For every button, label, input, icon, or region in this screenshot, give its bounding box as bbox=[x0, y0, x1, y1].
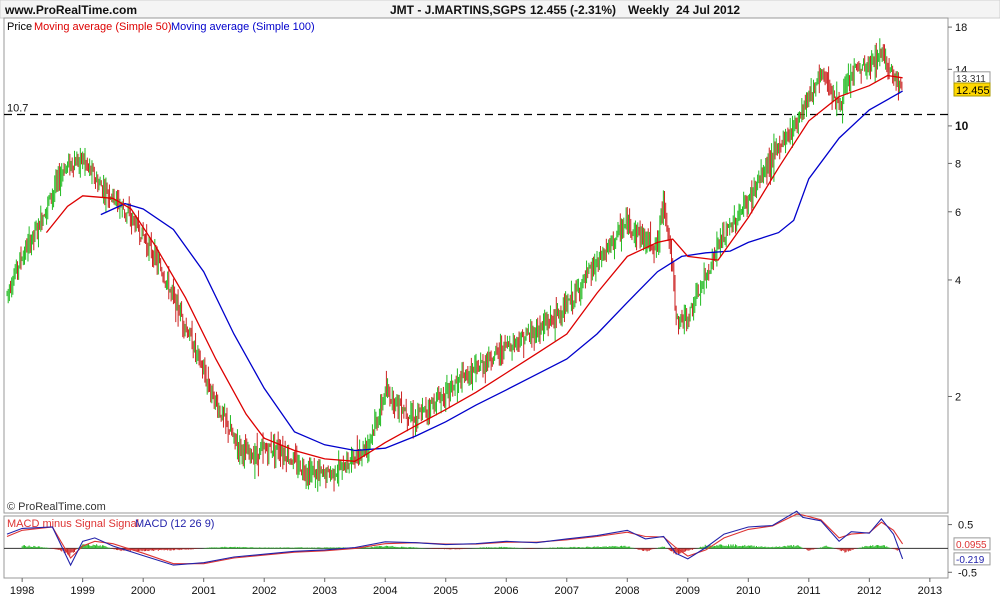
y-tick-label: 2 bbox=[955, 391, 961, 403]
x-tick-label: 2002 bbox=[252, 585, 276, 597]
legend-price: Price bbox=[7, 21, 32, 33]
legend-macd: MACD (12 26 9) bbox=[135, 518, 214, 530]
x-tick-label: 2010 bbox=[736, 585, 760, 597]
macd-line bbox=[6, 510, 904, 567]
macd-value-badge bbox=[953, 552, 991, 566]
x-tick-label: 2003 bbox=[312, 585, 336, 597]
price-panel bbox=[3, 17, 949, 514]
date-label: 24 Jul 2012 bbox=[676, 3, 740, 17]
y-tick-label: 4 bbox=[955, 275, 961, 287]
sma50-line bbox=[45, 74, 903, 462]
x-tick-label: 2005 bbox=[434, 585, 458, 597]
sma100-line bbox=[100, 90, 903, 452]
last-price-label: 12.455 bbox=[956, 85, 990, 97]
period-label: Weekly bbox=[628, 3, 669, 17]
legend-macd-hist: MACD minus Signal Signal bbox=[7, 518, 139, 530]
y-tick-label: 6 bbox=[955, 207, 961, 219]
macd-y-tick-label: -0.5 bbox=[958, 567, 977, 579]
x-tick-label: 2001 bbox=[191, 585, 215, 597]
y-tick-label: 18 bbox=[955, 22, 967, 34]
x-tick-label: 2000 bbox=[131, 585, 155, 597]
x-tick-label: 2007 bbox=[555, 585, 579, 597]
last-price-badge bbox=[953, 82, 991, 97]
x-tick-label: 1999 bbox=[70, 585, 94, 597]
legend-sma50: Moving average (Simple 50) bbox=[34, 21, 172, 33]
site-link[interactable]: www.ProRealTime.com bbox=[4, 3, 137, 17]
x-tick-label: 1998 bbox=[10, 585, 34, 597]
macd-value-label: -0.219 bbox=[956, 555, 985, 566]
macd-y-tick-label: 0.5 bbox=[958, 520, 973, 532]
sma50-value-label: 13.311 bbox=[956, 74, 986, 85]
x-tick-label: 2011 bbox=[797, 585, 821, 597]
x-tick-label: 2006 bbox=[494, 585, 518, 597]
last-quote: 12.455 (-2.31%) bbox=[530, 3, 616, 17]
macd-value-badge bbox=[953, 537, 991, 551]
x-tick-label: 2012 bbox=[857, 585, 881, 597]
x-tick-label: 2008 bbox=[615, 585, 639, 597]
reference-line-label: 10.7 bbox=[7, 103, 28, 115]
header-bar: www.ProRealTime.com JMT - J.MARTINS,SGPS… bbox=[0, 0, 1000, 19]
x-tick-label: 2009 bbox=[676, 585, 700, 597]
watermark: © ProRealTime.com bbox=[7, 501, 106, 513]
instrument-title: JMT - J.MARTINS,SGPS bbox=[390, 3, 526, 17]
macd-value-label: 0.0955 bbox=[956, 540, 987, 551]
y-tick-label: 8 bbox=[955, 158, 961, 170]
x-tick-label: 2013 bbox=[918, 585, 942, 597]
legend-sma100: Moving average (Simple 100) bbox=[171, 21, 315, 33]
price-legend: Price Moving average (Simple 50) Moving … bbox=[7, 21, 315, 33]
y-tick-label: 10 bbox=[955, 119, 969, 133]
x-tick-label: 2004 bbox=[373, 585, 397, 597]
macd-legend: MACD minus Signal Signal MACD (12 26 9) bbox=[7, 518, 214, 530]
